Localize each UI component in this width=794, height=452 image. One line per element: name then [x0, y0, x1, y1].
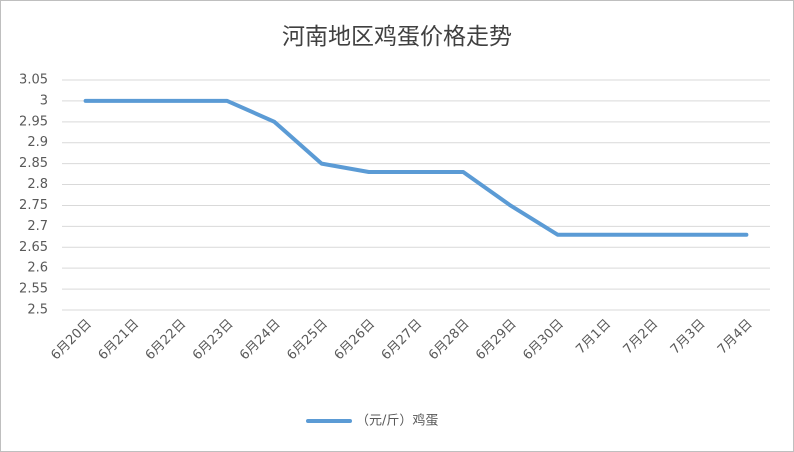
y-tick-label: 3: [40, 93, 48, 108]
y-tick-label: 2.7: [27, 219, 48, 234]
legend-label: （元/斤）鸡蛋: [356, 413, 438, 429]
y-tick-label: 2.8: [27, 177, 48, 192]
data-line: [83, 98, 749, 237]
y-tick-label: 2.55: [19, 282, 48, 297]
chart-title: 河南地区鸡蛋价格走势: [282, 24, 512, 50]
y-tick-label: 2.65: [19, 240, 48, 255]
y-tick-label: 2.85: [19, 156, 48, 171]
y-tick-label: 2.75: [19, 198, 48, 213]
y-tick-label: 3.05: [19, 73, 48, 88]
y-tick-label: 2.5: [27, 303, 48, 318]
y-tick-label: 2.95: [19, 114, 48, 129]
y-tick-label: 2.6: [27, 261, 48, 276]
y-tick-label: 2.9: [27, 135, 48, 150]
